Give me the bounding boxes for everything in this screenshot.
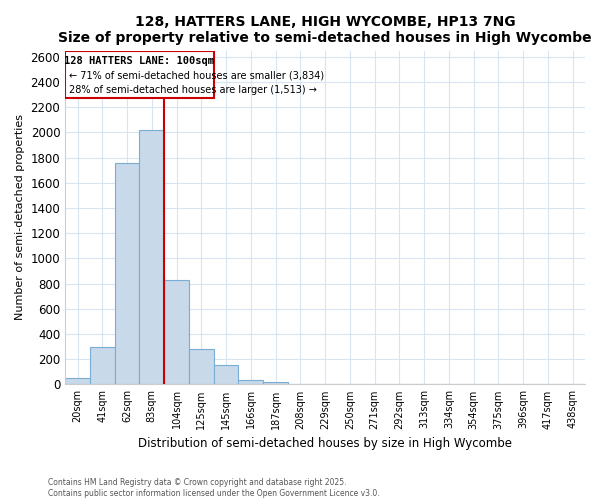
- Text: 128 HATTERS LANE: 100sqm: 128 HATTERS LANE: 100sqm: [64, 56, 214, 66]
- Text: ← 71% of semi-detached houses are smaller (3,834): ← 71% of semi-detached houses are smalle…: [69, 70, 324, 80]
- X-axis label: Distribution of semi-detached houses by size in High Wycombe: Distribution of semi-detached houses by …: [138, 437, 512, 450]
- Bar: [164, 280, 189, 384]
- Y-axis label: Number of semi-detached properties: Number of semi-detached properties: [15, 114, 25, 320]
- Bar: [65, 50, 214, 98]
- Bar: [238, 380, 263, 384]
- Title: 128, HATTERS LANE, HIGH WYCOMBE, HP13 7NG
Size of property relative to semi-deta: 128, HATTERS LANE, HIGH WYCOMBE, HP13 7N…: [58, 15, 592, 45]
- Bar: [115, 162, 139, 384]
- Bar: [214, 365, 238, 384]
- Text: 28% of semi-detached houses are larger (1,513) →: 28% of semi-detached houses are larger (…: [69, 84, 317, 94]
- Bar: [139, 130, 164, 384]
- Bar: [189, 348, 214, 384]
- Bar: [263, 382, 288, 384]
- Bar: [65, 378, 90, 384]
- Text: Contains HM Land Registry data © Crown copyright and database right 2025.
Contai: Contains HM Land Registry data © Crown c…: [48, 478, 380, 498]
- Bar: [90, 348, 115, 385]
